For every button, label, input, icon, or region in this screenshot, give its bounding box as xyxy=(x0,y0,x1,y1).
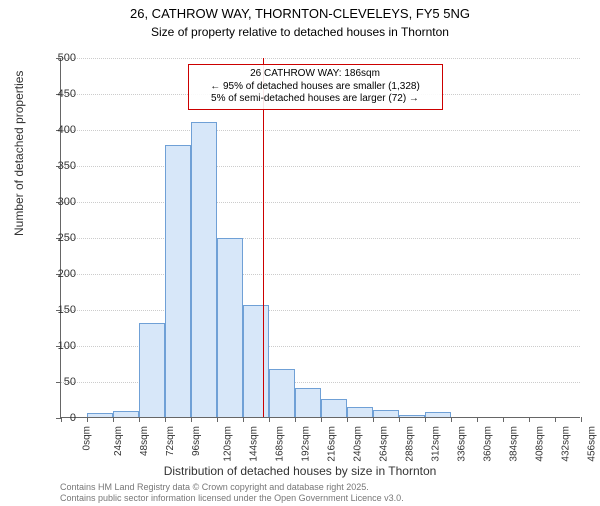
histogram-bar xyxy=(321,399,347,417)
histogram-bar xyxy=(425,412,451,417)
xtick-mark xyxy=(61,417,62,422)
gridline xyxy=(61,130,580,131)
ytick-label: 400 xyxy=(58,124,76,136)
xtick-mark xyxy=(347,417,348,422)
xtick-label: 144sqm xyxy=(249,426,260,462)
histogram-bar xyxy=(217,238,243,417)
xtick-mark xyxy=(581,417,582,422)
xtick-mark xyxy=(529,417,530,422)
footer-text: Contains HM Land Registry data © Crown c… xyxy=(60,482,404,504)
gridline xyxy=(61,274,580,275)
histogram-bar xyxy=(243,305,269,417)
xtick-mark xyxy=(321,417,322,422)
annotation-line3: 5% of semi-detached houses are larger (7… xyxy=(211,93,419,104)
histogram-bar xyxy=(347,407,373,417)
ytick-label: 150 xyxy=(58,304,76,316)
histogram-bar xyxy=(269,369,295,417)
xtick-mark xyxy=(191,417,192,422)
xtick-label: 384sqm xyxy=(509,426,520,462)
xtick-label: 48sqm xyxy=(139,426,150,456)
xtick-label: 408sqm xyxy=(535,426,546,462)
xtick-label: 312sqm xyxy=(431,426,442,462)
ytick-label: 300 xyxy=(58,196,76,208)
ytick-label: 50 xyxy=(64,376,76,388)
xtick-mark xyxy=(451,417,452,422)
xtick-mark xyxy=(87,417,88,422)
xtick-label: 24sqm xyxy=(113,426,124,456)
xtick-label: 456sqm xyxy=(587,426,598,462)
xtick-mark xyxy=(165,417,166,422)
xtick-label: 360sqm xyxy=(483,426,494,462)
xtick-label: 288sqm xyxy=(405,426,416,462)
gridline xyxy=(61,310,580,311)
xtick-mark xyxy=(139,417,140,422)
xtick-mark xyxy=(295,417,296,422)
y-axis-label: Number of detached properties xyxy=(12,71,26,236)
xtick-label: 216sqm xyxy=(327,426,338,462)
xtick-label: 264sqm xyxy=(379,426,390,462)
chart-title-line2: Size of property relative to detached ho… xyxy=(0,25,600,39)
xtick-mark xyxy=(503,417,504,422)
histogram-bar xyxy=(373,410,399,417)
xtick-mark xyxy=(217,417,218,422)
marker-annotation: 26 CATHROW WAY: 186sqm ← 95% of detached … xyxy=(188,64,443,110)
xtick-mark xyxy=(555,417,556,422)
xtick-mark xyxy=(399,417,400,422)
xtick-label: 120sqm xyxy=(223,426,234,462)
xtick-label: 96sqm xyxy=(191,426,202,456)
ytick-label: 200 xyxy=(58,268,76,280)
xtick-label: 168sqm xyxy=(275,426,286,462)
gridline xyxy=(61,238,580,239)
xtick-label: 192sqm xyxy=(301,426,312,462)
gridline xyxy=(61,202,580,203)
histogram-bar xyxy=(165,145,191,417)
marker-line xyxy=(263,58,264,417)
xtick-mark xyxy=(269,417,270,422)
ytick-label: 450 xyxy=(58,88,76,100)
x-axis-label: Distribution of detached houses by size … xyxy=(0,464,600,478)
histogram-bar xyxy=(399,415,425,417)
xtick-label: 336sqm xyxy=(457,426,468,462)
ytick-mark xyxy=(56,382,61,383)
histogram-bar xyxy=(87,413,113,417)
histogram-bar xyxy=(139,323,165,417)
xtick-mark xyxy=(243,417,244,422)
xtick-mark xyxy=(113,417,114,422)
histogram-bar xyxy=(295,388,321,417)
ytick-label: 350 xyxy=(58,160,76,172)
annotation-line1: 26 CATHROW WAY: 186sqm xyxy=(250,68,380,79)
ytick-label: 0 xyxy=(70,412,76,424)
gridline xyxy=(61,166,580,167)
chart-title-line1: 26, CATHROW WAY, THORNTON-CLEVELEYS, FY5… xyxy=(0,6,600,23)
gridline xyxy=(61,58,580,59)
xtick-label: 432sqm xyxy=(561,426,572,462)
xtick-label: 72sqm xyxy=(165,426,176,456)
xtick-label: 240sqm xyxy=(353,426,364,462)
ytick-label: 500 xyxy=(58,52,76,64)
histogram-bar xyxy=(113,411,139,417)
footer-line1: Contains HM Land Registry data © Crown c… xyxy=(60,482,369,492)
histogram-bar xyxy=(191,122,217,417)
xtick-mark xyxy=(373,417,374,422)
ytick-label: 250 xyxy=(58,232,76,244)
annotation-line2: ← 95% of detached houses are smaller (1,… xyxy=(210,81,420,92)
ytick-label: 100 xyxy=(58,340,76,352)
xtick-mark xyxy=(477,417,478,422)
footer-line2: Contains public sector information licen… xyxy=(60,493,404,503)
xtick-mark xyxy=(425,417,426,422)
plot-area: 26 CATHROW WAY: 186sqm ← 95% of detached … xyxy=(60,58,580,418)
xtick-label: 0sqm xyxy=(81,426,92,450)
